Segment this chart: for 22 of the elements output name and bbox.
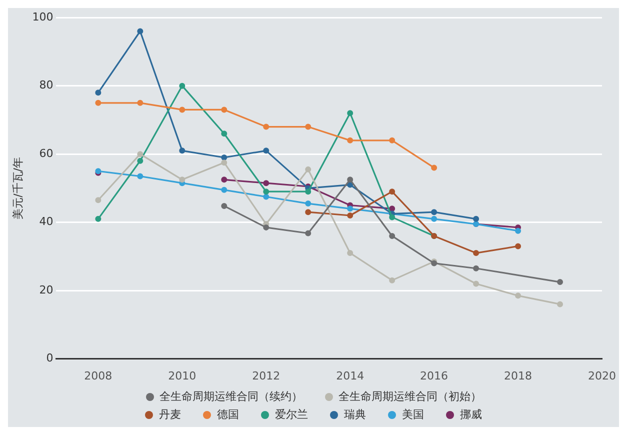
y-tick-label: 100: [32, 10, 54, 24]
legend-label: 全生命周期运维合同（初始）: [338, 389, 482, 404]
y-axis-title: 美元/千瓦/年: [11, 156, 24, 220]
legend-label: 德国: [217, 407, 239, 422]
x-tick-label: 2018: [504, 369, 532, 382]
x-tick-label: 2012: [252, 369, 280, 382]
x-tick-label: 2016: [420, 369, 448, 382]
x-tick-label: 2014: [336, 369, 364, 382]
legend-label: 挪威: [460, 407, 482, 422]
x-tick-label: 2010: [168, 369, 196, 382]
x-tick-label: 2020: [588, 369, 616, 382]
x-tick-label: 2008: [84, 369, 112, 382]
legend-label: 全生命周期运维合同（续约）: [160, 389, 302, 404]
y-tick-label: 40: [39, 215, 54, 228]
legend-label: 爱尔兰: [275, 407, 308, 422]
y-tick-label: 80: [39, 78, 54, 92]
legend-label: 美国: [402, 407, 424, 422]
y-tick-label: 0: [46, 352, 54, 365]
y-tick-label: 60: [39, 146, 54, 160]
y-tick-label: 20: [39, 283, 54, 296]
legend-label: 瑞典: [344, 407, 366, 422]
legend-label: 丹麦: [159, 407, 181, 422]
